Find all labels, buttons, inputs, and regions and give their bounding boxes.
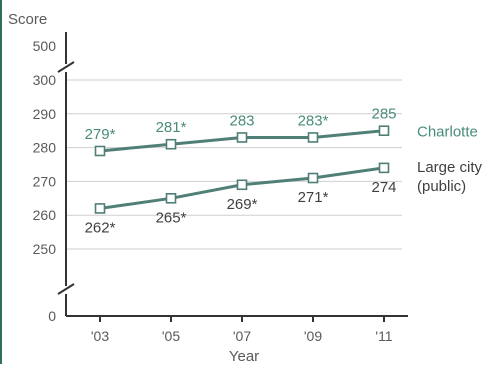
frame-border <box>0 0 2 364</box>
y-tick-label: 290 <box>33 106 57 122</box>
data-point-marker <box>378 162 390 174</box>
data-label: 269* <box>227 196 258 213</box>
data-label: 283 <box>229 112 254 129</box>
x-tick-label: '07 <box>233 328 251 344</box>
data-label: 265* <box>156 209 187 226</box>
data-label: 262* <box>85 219 116 236</box>
data-label: 281* <box>156 119 187 136</box>
data-point-marker <box>165 193 177 204</box>
axis-break-marker-bottom <box>57 283 75 295</box>
data-label: 283* <box>298 112 329 129</box>
y-tick-label: 260 <box>33 207 57 223</box>
x-tick-label: '05 <box>162 328 180 344</box>
data-point-marker <box>307 172 319 184</box>
data-point-marker <box>307 132 319 143</box>
data-label: 285 <box>371 106 396 123</box>
x-tick-label: '03 <box>91 328 109 344</box>
y-tick-label: 270 <box>33 173 57 189</box>
data-point-marker <box>94 203 106 214</box>
y-tick-label: 280 <box>33 140 57 156</box>
y-tick-label: 500 <box>33 38 57 54</box>
axis-break-marker-top <box>57 61 75 73</box>
y-tick-label: 250 <box>33 241 57 257</box>
y-axis-title: Score <box>8 11 47 28</box>
data-label: 274 <box>371 179 396 196</box>
x-tick-label: '11 <box>375 328 392 344</box>
data-point-marker <box>236 179 248 191</box>
x-axis-title: Year <box>229 348 259 364</box>
data-label: 271* <box>298 189 329 206</box>
series-label-charlotte: Charlotte <box>417 124 478 141</box>
data-point-marker <box>378 125 390 136</box>
series-label-large-city: Large city <box>417 159 483 176</box>
x-tick-label: '09 <box>304 328 322 344</box>
y-tick-label: 0 <box>48 308 56 324</box>
series-label-large-city: (public) <box>417 178 466 195</box>
data-label: 279* <box>85 126 116 143</box>
y-tick-label: 300 <box>33 72 57 88</box>
data-point-marker <box>94 145 106 157</box>
data-point-marker <box>165 138 177 150</box>
data-point-marker <box>236 132 248 143</box>
